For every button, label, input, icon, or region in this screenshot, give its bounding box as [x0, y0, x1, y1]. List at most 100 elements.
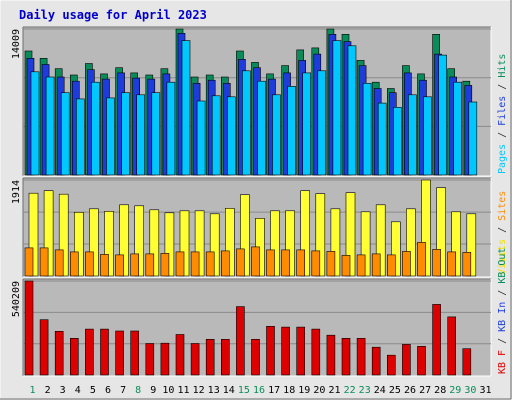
- bar: [194, 210, 205, 277]
- bar: [421, 179, 431, 277]
- legend-part: /: [497, 221, 508, 239]
- bar: [462, 252, 472, 277]
- bar: [462, 348, 472, 376]
- bar: [164, 212, 175, 277]
- bar: [287, 86, 296, 176]
- bar: [190, 251, 200, 277]
- panel-bottom: 540209 KB F / KB In / KB Out: [11, 248, 508, 377]
- x-tick-label: 24: [374, 385, 386, 396]
- bar: [24, 247, 34, 277]
- bar: [341, 337, 351, 376]
- bar: [115, 330, 124, 376]
- bar: [270, 210, 280, 277]
- bar: [130, 253, 139, 277]
- bar: [296, 326, 306, 376]
- x-tick-label: 19: [298, 385, 310, 396]
- bar: [28, 192, 39, 277]
- bar: [347, 45, 357, 176]
- bar: [332, 40, 342, 176]
- bar: [54, 249, 64, 277]
- bar: [190, 343, 200, 376]
- panel-middle: 1914 Visits / Sites: [11, 177, 508, 278]
- bar: [326, 334, 336, 376]
- series-pages: [30, 40, 478, 176]
- bar: [251, 338, 260, 376]
- bar: [85, 328, 94, 376]
- x-tick-label: 8: [135, 385, 141, 396]
- x-tick-label: 22: [344, 385, 356, 396]
- bar: [432, 249, 441, 277]
- bar: [119, 204, 129, 277]
- bar: [134, 205, 144, 277]
- legend-part: Hits: [497, 54, 508, 78]
- bar: [345, 192, 356, 277]
- bar: [91, 81, 100, 176]
- bar: [447, 251, 457, 277]
- bar: [392, 107, 402, 176]
- bar: [24, 280, 34, 376]
- x-tick-label: 29: [449, 385, 461, 396]
- bar: [76, 98, 85, 176]
- bar: [402, 344, 411, 376]
- bar: [468, 101, 478, 176]
- bar: [423, 96, 432, 176]
- bar: [466, 213, 477, 277]
- bar: [70, 251, 79, 277]
- bar: [175, 334, 185, 376]
- x-tick-label: 5: [90, 385, 96, 396]
- bar: [417, 242, 426, 277]
- series-visits: [28, 179, 477, 277]
- panel-top-legend: Pages / Files / Hits: [497, 54, 508, 174]
- bar: [85, 251, 94, 277]
- bar: [221, 250, 230, 277]
- bar: [45, 76, 55, 176]
- bar: [453, 81, 463, 176]
- bar: [390, 221, 401, 277]
- x-tick-label: 9: [150, 385, 156, 396]
- legend-part: Files: [497, 96, 508, 126]
- bar: [371, 346, 381, 376]
- bar: [151, 92, 161, 176]
- panel-bottom-legend: KB F / KB In / KB Out: [497, 248, 508, 374]
- legend-part: Sites: [497, 191, 508, 221]
- bar: [211, 95, 221, 176]
- series-kb-f: [24, 280, 472, 376]
- legend-part: Pages: [497, 144, 508, 174]
- bar: [266, 249, 275, 277]
- bar: [196, 100, 206, 176]
- panel-top: 14009 Pages / Files / Hits: [11, 26, 508, 177]
- panel-middle-max-label: 1914: [11, 180, 22, 204]
- bar: [104, 211, 114, 277]
- bar: [375, 204, 386, 277]
- panel-top-max-label: 14009: [11, 29, 22, 59]
- panel-middle-legend: Visits / Sites: [497, 191, 508, 275]
- x-tick-label: 30: [464, 385, 476, 396]
- bar: [179, 210, 190, 277]
- bar: [121, 92, 130, 176]
- bar: [330, 208, 341, 277]
- bar: [386, 354, 396, 376]
- bar: [311, 250, 321, 277]
- bar: [236, 306, 245, 376]
- series-files: [26, 32, 473, 176]
- legend-part: /: [497, 332, 508, 350]
- bar: [181, 40, 191, 176]
- bar: [160, 342, 170, 376]
- bar: [296, 249, 306, 277]
- x-tick-label: 31: [479, 385, 491, 396]
- x-tick-label: 25: [389, 385, 401, 396]
- bar: [236, 248, 245, 277]
- legend-part: Visits: [497, 239, 508, 275]
- legend-part: /: [497, 78, 508, 96]
- x-tick-label: 4: [75, 385, 81, 396]
- x-tick-label: 23: [359, 385, 371, 396]
- bar: [225, 208, 235, 277]
- bar: [145, 253, 155, 277]
- bar: [266, 325, 275, 376]
- bar: [100, 254, 109, 277]
- legend-part: KB In: [497, 302, 508, 332]
- bar: [205, 251, 215, 277]
- bar: [447, 316, 457, 376]
- bar: [54, 330, 64, 376]
- bar: [402, 251, 411, 277]
